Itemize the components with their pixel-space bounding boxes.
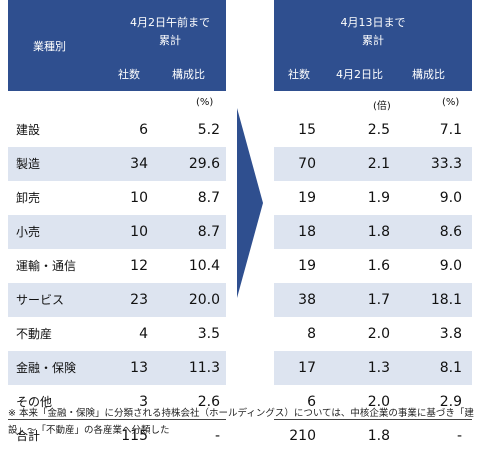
right-ratio: 2.5 xyxy=(367,122,390,138)
right-ratio: 2.0 xyxy=(367,394,390,410)
right-count: 15 xyxy=(298,122,316,138)
right-period-header: 4月13日まで 累計 xyxy=(340,16,406,47)
left-share: 3.5 xyxy=(197,326,220,342)
left-count: 4 xyxy=(139,326,148,342)
right-ratio: 1.8 xyxy=(367,224,390,240)
right-ratio: 1.8 xyxy=(367,428,390,444)
left-share: 20.0 xyxy=(188,292,220,308)
right-table-row: 6 2.0 2.9 xyxy=(274,385,472,419)
right-table-row: 15 2.5 7.1 xyxy=(274,113,472,147)
left-table-row: 金融・保険 13 11.3 xyxy=(8,351,226,385)
category-header: 業種別 xyxy=(33,40,66,53)
left-count: 3 xyxy=(139,394,148,410)
right-share: 3.8 xyxy=(439,326,462,342)
right-ratio: 2.0 xyxy=(367,326,390,342)
right-table-row: 8 2.0 3.8 xyxy=(274,317,472,351)
right-share: 2.9 xyxy=(439,394,462,410)
arrow-right-icon xyxy=(237,108,263,298)
left-share: 2.6 xyxy=(197,394,220,410)
industry-label: 建設 xyxy=(16,123,41,137)
right-ratio-unit-label: (倍) xyxy=(373,101,391,112)
left-share: 29.6 xyxy=(188,156,220,172)
left-share: - xyxy=(214,428,220,444)
right-count: 210 xyxy=(289,428,316,444)
right-count: 8 xyxy=(307,326,316,342)
right-table-row: 38 1.7 18.1 xyxy=(274,283,472,317)
right-table-row: 70 2.1 33.3 xyxy=(274,147,472,181)
right-share: 8.1 xyxy=(439,360,462,376)
left-col-companies: 社数 xyxy=(118,68,140,81)
left-unit-label: (%) xyxy=(196,97,214,108)
right-share: 8.6 xyxy=(439,224,462,240)
left-table-row: 運輸・通信 12 10.4 xyxy=(8,249,226,283)
left-share: 8.7 xyxy=(197,224,220,240)
left-count: 10 xyxy=(130,190,148,206)
right-table-row: 18 1.8 8.6 xyxy=(274,215,472,249)
right-ratio: 2.1 xyxy=(367,156,390,172)
right-share: 9.0 xyxy=(439,190,462,206)
left-share: 5.2 xyxy=(197,122,220,138)
right-table-row: 19 1.9 9.0 xyxy=(274,181,472,215)
industry-label: その他 xyxy=(16,395,53,409)
left-count: 115 xyxy=(121,428,148,444)
left-table-row: 製造 34 29.6 xyxy=(8,147,226,181)
left-period-header: 4月2日午前まで 累計 xyxy=(130,16,210,47)
right-ratio: 1.3 xyxy=(367,360,390,376)
right-count: 38 xyxy=(298,292,316,308)
left-table-header: 業種別 4月2日午前まで 累計 社数 構成比 xyxy=(8,0,226,91)
right-count: 70 xyxy=(298,156,316,172)
left-table-row: 不動産 4 3.5 xyxy=(8,317,226,351)
left-count: 12 xyxy=(130,258,148,274)
right-total-row: 210 1.8 - xyxy=(274,419,472,453)
right-share: 33.3 xyxy=(430,156,462,172)
left-table-row: 小売 10 8.7 xyxy=(8,215,226,249)
right-col-share: 構成比 xyxy=(412,68,445,81)
right-col-ratio: 4月2日比 xyxy=(336,68,383,81)
right-share: 7.1 xyxy=(439,122,462,138)
left-table-row: 建設 6 5.2 xyxy=(8,113,226,147)
right-ratio: 1.7 xyxy=(367,292,390,308)
left-count: 34 xyxy=(130,156,148,172)
right-ratio: 1.6 xyxy=(367,258,390,274)
footnote: ※ 本来「金融・保険」に分類される持株会社（ホールディングス）については、中核企… xyxy=(8,408,474,436)
left-total-row: 合計 115 - xyxy=(8,419,226,453)
left-count: 6 xyxy=(139,122,148,138)
right-share: - xyxy=(456,428,462,444)
right-count: 19 xyxy=(298,258,316,274)
right-ratio: 1.9 xyxy=(367,190,390,206)
right-count: 17 xyxy=(298,360,316,376)
right-table-header: 4月13日まで 累計 社数 4月2日比 構成比 xyxy=(274,0,472,91)
industry-label: 合計 xyxy=(16,429,41,443)
left-table-row: サービス 23 20.0 xyxy=(8,283,226,317)
right-share: 9.0 xyxy=(439,258,462,274)
right-total-divider xyxy=(274,419,472,420)
industry-label: 小売 xyxy=(16,225,41,239)
left-share: 10.4 xyxy=(188,258,220,274)
right-count: 6 xyxy=(307,394,316,410)
left-share: 8.7 xyxy=(197,190,220,206)
industry-label: サービス xyxy=(16,293,65,307)
left-table-row: その他 3 2.6 xyxy=(8,385,226,419)
industry-label: 製造 xyxy=(16,157,41,171)
industry-label: 運輸・通信 xyxy=(16,259,77,273)
right-share-unit-label: (%) xyxy=(442,97,460,108)
left-total-divider xyxy=(8,419,226,420)
right-count: 18 xyxy=(298,224,316,240)
left-col-share: 構成比 xyxy=(172,68,205,81)
left-count: 13 xyxy=(130,360,148,376)
industry-label: 不動産 xyxy=(16,327,53,341)
right-table-row: 17 1.3 8.1 xyxy=(274,351,472,385)
right-col-companies: 社数 xyxy=(288,68,310,81)
industry-label: 卸売 xyxy=(16,191,41,205)
right-count: 19 xyxy=(298,190,316,206)
right-table-row: 19 1.6 9.0 xyxy=(274,249,472,283)
left-count: 23 xyxy=(130,292,148,308)
left-share: 11.3 xyxy=(188,360,220,376)
left-table-row: 卸売 10 8.7 xyxy=(8,181,226,215)
left-count: 10 xyxy=(130,224,148,240)
right-share: 18.1 xyxy=(430,292,462,308)
industry-label: 金融・保険 xyxy=(16,361,77,375)
